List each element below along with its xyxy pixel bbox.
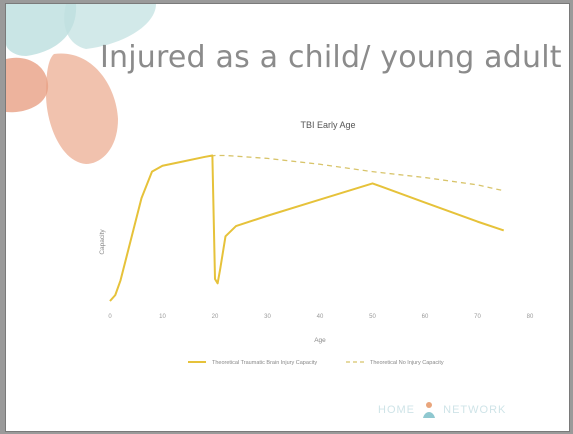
x-tick-label: 50 — [369, 314, 376, 320]
x-tick-label: 10 — [159, 314, 166, 320]
slide: Injured as a child/ young adult TBI Earl… — [5, 3, 570, 432]
logo-text-left: HOME — [378, 403, 415, 416]
logo-person-icon — [423, 402, 436, 418]
x-axis-label: Age — [314, 337, 326, 344]
tbi-series-line — [109, 154, 505, 302]
legend-label: Theoretical Traumatic Brain Injury Capac… — [212, 360, 317, 366]
home-network-logo: HOME NETWORK — [378, 400, 506, 420]
light-petal-shape — [64, 4, 156, 49]
x-tick-label: 40 — [317, 314, 324, 320]
x-tick-label: 30 — [264, 314, 271, 320]
logo-text-right: NETWORK — [443, 403, 507, 416]
x-tick-label: 80 — [527, 314, 534, 320]
legend: Theoretical Traumatic Brain Injury Capac… — [188, 360, 444, 366]
series-lines — [109, 154, 505, 302]
legend-label: Theoretical No Injury Capacity — [370, 360, 444, 366]
x-tick-label: 20 — [212, 314, 219, 320]
slide-title: Injured as a child/ young adult — [100, 40, 562, 75]
y-axis-label: Capacity — [99, 229, 106, 255]
peach-petal-shape — [46, 53, 118, 164]
line-chart: TBI Early Age Capacity Age 0 10 20 30 40 50 60… — [99, 120, 534, 366]
x-tick-labels: 0 10 20 30 40 50 60 70 80 — [108, 314, 534, 320]
x-tick-label: 0 — [108, 314, 112, 320]
chart-title: TBI Early Age — [300, 120, 355, 130]
no-injury-series-line — [109, 154, 504, 302]
x-tick-label: 60 — [422, 314, 429, 320]
x-tick-label: 70 — [474, 314, 481, 320]
flower-decoration-icon — [6, 4, 156, 164]
salmon-petal-shape — [6, 57, 49, 113]
teal-petal-shape — [6, 4, 77, 56]
